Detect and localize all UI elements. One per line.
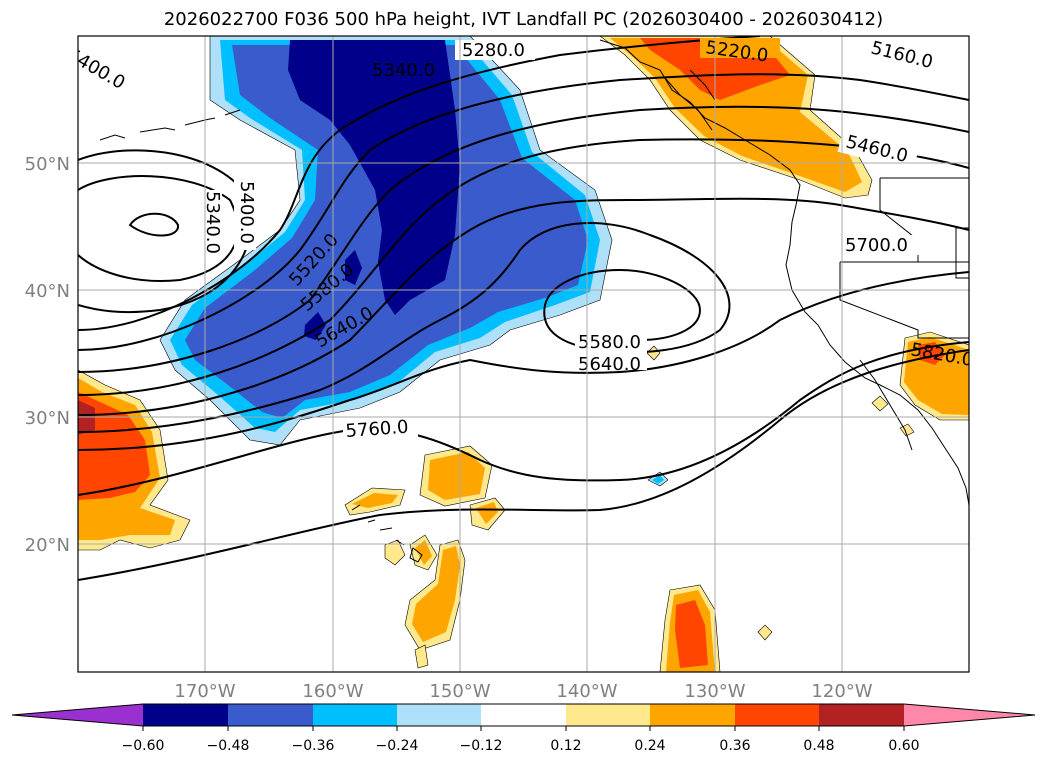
lat-label: 20°N	[25, 535, 70, 556]
colorbar-tick: 0.36	[719, 738, 750, 754]
colorbar-tick: 0.60	[888, 738, 919, 754]
contour-label: 5700.0	[845, 235, 908, 256]
contour-label: 5580.0	[578, 332, 641, 353]
colorbar-segment	[143, 704, 228, 726]
lon-label: 140°W	[556, 681, 617, 702]
colorbar-tick: −0.24	[376, 738, 419, 754]
colorbar-segment	[313, 704, 397, 726]
colorbar-segment	[735, 704, 819, 726]
colorbar-segment	[481, 704, 566, 726]
lon-label: 120°W	[811, 681, 872, 702]
colorbar-tick: 0.24	[634, 738, 665, 754]
gridlines	[78, 36, 969, 672]
contour-label: 5340.0	[202, 191, 223, 254]
lon-label: 130°W	[684, 681, 745, 702]
lon-label: 150°W	[429, 681, 490, 702]
lon-label: 170°W	[174, 681, 235, 702]
longitude-labels: 170°W 160°W 150°W 140°W 130°W 120°W	[174, 681, 872, 702]
map-title: 2026022700 F036 500 hPa height, IVT Land…	[163, 9, 884, 30]
contour-label: 5280.0	[462, 40, 525, 61]
colorbar-tick: −0.48	[207, 738, 250, 754]
contour-label: 5760.0	[345, 417, 409, 442]
colorbar-tick: −0.36	[292, 738, 335, 754]
lat-label: 40°N	[25, 281, 70, 302]
colorbar-segment	[650, 704, 735, 726]
lat-label: 50°N	[25, 154, 70, 175]
map-panel: 5280.0 5220.0 5160.0 5460.0 5700.0 5820.…	[78, 36, 969, 672]
colorbar-segment	[397, 704, 481, 726]
colorbar: −0.60 −0.48 −0.36 −0.24 −0.12 0.12 0.24 …	[11, 703, 1036, 754]
colorbar-extend-high	[904, 704, 1035, 726]
colorbar-tick: 0.12	[550, 738, 581, 754]
lat-label: 30°N	[25, 408, 70, 429]
map-frame	[77, 35, 970, 673]
colorbar-segment	[819, 704, 904, 726]
contour-label: 5340.0	[372, 60, 435, 81]
latitude-labels: 50°N 40°N 30°N 20°N	[25, 154, 70, 556]
colorbar-segment	[566, 704, 650, 726]
colorbar-tick: −0.60	[122, 738, 165, 754]
contour-label: 5640.0	[578, 354, 641, 375]
colorbar-extend-low	[12, 704, 143, 726]
lon-label: 160°W	[302, 681, 363, 702]
colorbar-segment	[228, 704, 313, 726]
colorbar-tick: −0.12	[460, 738, 503, 754]
contour-label: 5400.0	[236, 181, 257, 244]
colorbar-tick: 0.48	[803, 738, 834, 754]
